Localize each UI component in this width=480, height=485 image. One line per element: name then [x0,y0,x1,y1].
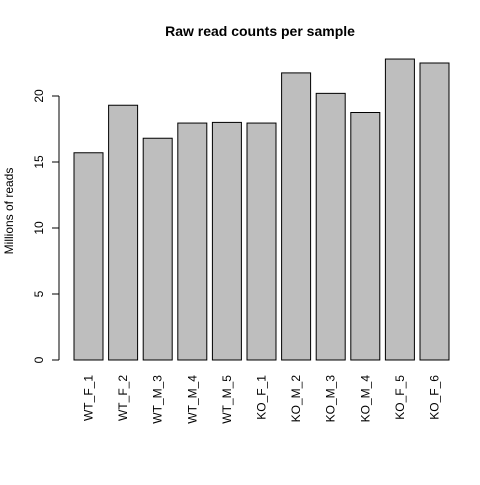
x-tick-label: KO_M_3 [324,375,338,423]
x-tick-label: WT_M_3 [151,375,165,424]
y-tick-label: 20 [32,89,46,103]
bar-WT_F_1 [73,152,104,361]
x-tick-label: WT_M_5 [220,375,234,424]
y-axis: 0 5 10 15 20 [32,89,60,363]
y-tick-label: 10 [32,221,46,235]
x-tick-label: KO_M_4 [358,375,372,423]
x-tick-label: KO_M_2 [289,375,303,423]
bar-KO_M_4 [350,112,381,361]
y-tick-label: 5 [32,290,46,297]
bar-KO_M_3 [315,92,346,361]
x-tick-label: KO_F_6 [428,375,442,420]
y-axis-label: Millions of reads [2,168,16,255]
bar-WT_M_4 [177,122,208,361]
bar-KO_M_2 [281,72,312,361]
y-tick-label: 0 [32,356,46,363]
bar-WT_M_3 [142,137,173,361]
bar-KO_F_6 [419,62,450,361]
x-axis-labels: WT_F_1 WT_F_2 WT_M_3 WT_M_4 WT_M_5 KO_F_1 KO_M… [82,375,442,424]
bar-WT_M_5 [211,121,242,361]
bar-KO_F_5 [384,58,415,361]
x-tick-label: KO_F_5 [393,375,407,420]
x-tick-label: WT_F_1 [82,375,96,421]
x-tick-label: KO_F_1 [255,375,269,420]
bar-WT_F_2 [108,104,139,361]
x-tick-label: WT_M_4 [185,375,199,424]
chart-title: Raw read counts per sample [165,23,355,39]
bar-KO_F_1 [246,122,277,361]
bars-group [73,58,450,361]
x-tick-label: WT_F_2 [116,375,130,421]
y-tick-label: 15 [32,155,46,169]
